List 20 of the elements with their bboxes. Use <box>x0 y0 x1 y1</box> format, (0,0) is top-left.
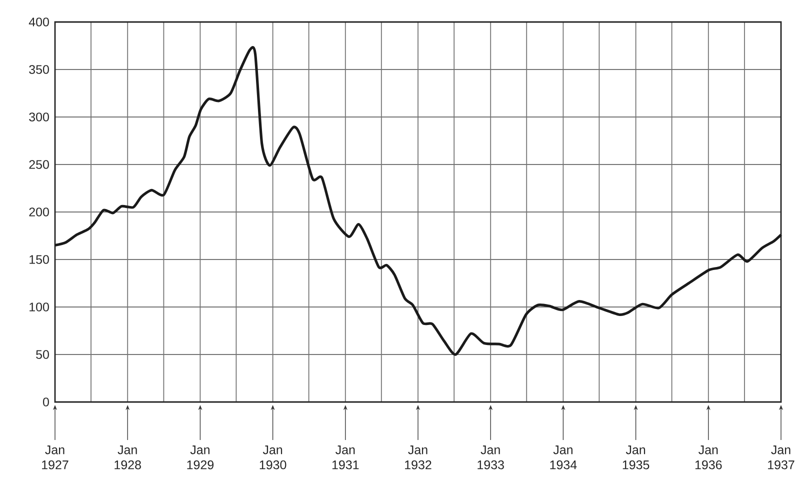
x-tick-label: Jan 1936 <box>695 446 722 470</box>
y-tick-label: 150 <box>30 255 49 264</box>
y-tick-label: 50 <box>36 350 49 359</box>
y-tick-label: 300 <box>29 112 49 122</box>
x-tick-label: Jan 1930 <box>260 446 286 470</box>
x-tick-label: Jan 1935 <box>622 446 650 470</box>
y-tick-label: 400 <box>28 18 49 26</box>
x-tick-label: Jan 1932 <box>405 446 432 470</box>
y-tick-label: 200 <box>29 208 49 216</box>
y-tick-label: 100 <box>30 302 49 312</box>
y-tick-label: 250 <box>29 160 49 169</box>
x-tick-label: Jan 1928 <box>114 446 141 470</box>
x-tick-label: Jan 1929 <box>187 446 214 470</box>
y-tick-label: 350 <box>29 65 49 74</box>
x-tick-label: Jan 1927 <box>42 446 68 470</box>
y-tick-label: 0 <box>43 398 49 406</box>
x-tick-label: Jan 1934 <box>550 446 577 470</box>
x-tick-label: Jan 1931 <box>332 446 359 470</box>
x-tick-label: Jan 1933 <box>478 446 504 470</box>
x-tick-label: Jan 1937 <box>768 446 794 470</box>
